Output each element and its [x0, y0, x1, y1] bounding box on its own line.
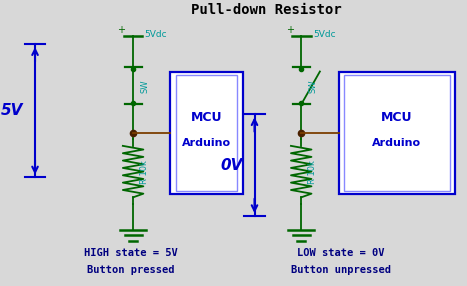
Text: Arduino: Arduino	[372, 138, 422, 148]
Text: LOW state = 0V: LOW state = 0V	[297, 248, 385, 258]
Text: 5V: 5V	[0, 103, 23, 118]
Text: Button unpressed: Button unpressed	[291, 265, 391, 275]
Text: SW: SW	[140, 79, 149, 93]
Text: 0V: 0V	[220, 158, 242, 173]
Text: Button pressed: Button pressed	[87, 265, 175, 275]
Text: Pull-down Resistor: Pull-down Resistor	[191, 3, 341, 17]
Text: MCU: MCU	[381, 111, 413, 124]
Bar	[339, 72, 455, 194]
Text: Arduino: Arduino	[182, 138, 231, 148]
Text: +: +	[117, 25, 126, 35]
Bar	[176, 75, 237, 191]
Text: HIGH state = 5V: HIGH state = 5V	[84, 248, 177, 258]
Text: 5Vdc: 5Vdc	[145, 30, 167, 39]
Text: R 10k: R 10k	[308, 160, 317, 184]
Text: SW: SW	[308, 79, 317, 93]
Text: 5Vdc: 5Vdc	[313, 30, 335, 39]
Bar	[170, 72, 243, 194]
Bar	[344, 75, 450, 191]
Text: +: +	[285, 25, 294, 35]
Text: R 10k: R 10k	[140, 160, 149, 184]
Text: MCU: MCU	[191, 111, 222, 124]
